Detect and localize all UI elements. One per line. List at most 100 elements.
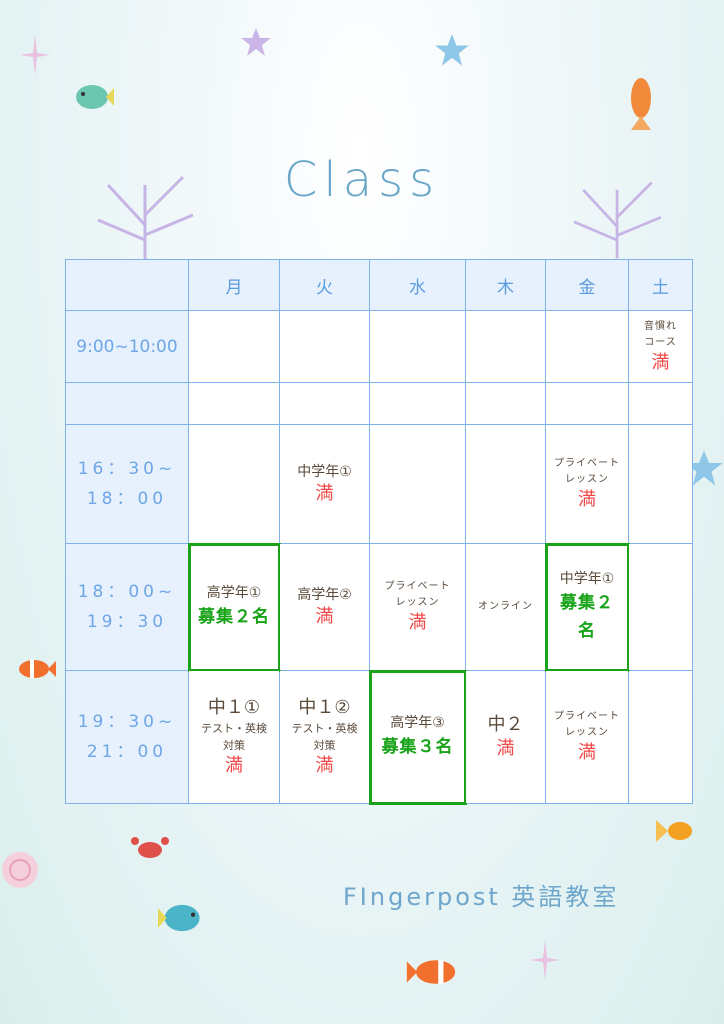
starfish-icon (685, 450, 723, 486)
class-cell: プライベート レッスン満 (545, 424, 629, 544)
class-cell: 中学年① 満 (279, 424, 370, 544)
empty-cell (369, 382, 466, 425)
starfish-icon (435, 34, 469, 66)
page-title: Class (283, 152, 441, 208)
class-cell: 中１② テスト・英検 対策満 (279, 670, 370, 804)
class-name: プライベート レッスン (384, 581, 451, 608)
class-name: 中学年① (297, 464, 352, 480)
time-slot (65, 382, 189, 425)
schedule-row (65, 382, 693, 425)
empty-cell (545, 382, 629, 425)
day-header-row: 月火水木金土 (65, 259, 693, 311)
full-badge: 満 (315, 755, 334, 776)
day-header: 木 (465, 259, 546, 311)
day-header: 金 (545, 259, 629, 311)
class-cell: プライベート レッスン満 (545, 670, 629, 804)
class-cell: 高学年③ 募集３名 (368, 669, 467, 805)
empty-cell (369, 424, 466, 544)
class-note: テスト・英検 対策 (201, 722, 267, 752)
full-badge: 満 (578, 489, 596, 510)
seashell-icon (2, 852, 38, 888)
sparkle-icon (20, 35, 50, 75)
empty-cell (465, 310, 546, 383)
sparkle-icon (530, 940, 560, 980)
time-slot-text: 19：30 (86, 612, 168, 632)
class-name: 中２ (487, 714, 524, 735)
tropical-fish-icon (76, 85, 114, 109)
clownfish-icon (19, 660, 56, 678)
class-name: プライベート レッスン (554, 711, 620, 738)
school-name: FIngerpost 英語教室 (343, 883, 620, 911)
empty-cell (369, 310, 466, 383)
day-header: 水 (369, 259, 466, 311)
time-slot: 9:00~10:00 (65, 310, 189, 383)
class-cell: 音慣れ コース満 (628, 310, 693, 383)
empty-cell (188, 424, 280, 544)
class-cell: プライベート レッスン満 (369, 543, 466, 671)
day-header: 月 (188, 259, 280, 311)
class-schedule-table: 月火水木金土 9:00~10:00 音慣れ コース満 16：30~ 18：00 中学年① 満プ… (65, 259, 693, 805)
empty-cell (545, 310, 629, 383)
goldfish-icon (656, 820, 692, 842)
starfish-icon (241, 28, 271, 56)
schedule-row: 16：30~ 18：00 中学年① 満プライベート レッスン満 (65, 424, 693, 544)
time-slot-text: 19：30~ (77, 712, 177, 732)
time-slot-text: 9:00~10:00 (76, 336, 178, 357)
corner-cell (65, 259, 189, 311)
day-header: 土 (628, 259, 693, 311)
class-name: 中１① (207, 697, 261, 718)
class-cell: 高学年① 募集２名 (187, 542, 281, 672)
coral-icon (573, 181, 662, 259)
class-name: オンライン (478, 601, 533, 612)
class-cell: 中１① テスト・英検 対策満 (188, 670, 280, 804)
full-badge: 満 (315, 606, 334, 627)
class-cell: 高学年② 満 (279, 543, 370, 671)
empty-cell (628, 543, 693, 671)
class-cell: 中２ 満 (465, 670, 546, 804)
full-badge: 満 (408, 612, 427, 633)
empty-cell (628, 382, 693, 425)
empty-cell (279, 382, 370, 425)
time-slot-text: 18：00~ (77, 582, 177, 602)
crab-icon (131, 837, 169, 858)
class-name: 高学年① (206, 585, 262, 601)
class-cell: 中学年① 募集２ 名 (544, 542, 630, 672)
time-slot: 18：00~ 19：30 (65, 543, 189, 671)
tropical-fish-icon (158, 904, 200, 932)
schedule-row: 18：00~ 19：30 高学年① 募集２名 高学年② 満プライベート レッスン満オンライン… (65, 542, 693, 672)
full-badge: 満 (225, 755, 243, 776)
empty-cell (188, 310, 280, 383)
day-header: 火 (279, 259, 370, 311)
class-name: 中学年① (559, 571, 615, 587)
time-slot: 19：30~ 21：00 (65, 670, 189, 804)
empty-cell (628, 424, 693, 544)
empty-cell (188, 382, 280, 425)
full-badge: 満 (651, 351, 670, 373)
time-slot: 16：30~ 18：00 (65, 424, 189, 544)
empty-cell (628, 670, 693, 804)
time-slot-text: 16：30~ (77, 459, 177, 479)
empty-cell (465, 424, 546, 544)
openings-badge: 募集３名 (381, 737, 454, 757)
class-name: プライベート レッスン (554, 458, 620, 485)
full-badge: 満 (315, 483, 334, 504)
schedule-row: 19：30~ 21：00 中１① テスト・英検 対策満 中１② テスト・英検 対策満 高学年③ 募… (65, 669, 693, 805)
time-slot-text: 18：00 (86, 489, 168, 509)
class-note: テスト・英検 対策 (291, 722, 358, 752)
class-name: 高学年③ (390, 715, 445, 731)
class-name: 中１② (298, 697, 351, 718)
full-badge: 満 (496, 738, 515, 759)
goldfish-icon (631, 78, 651, 130)
empty-cell (465, 382, 546, 425)
openings-badge: 募集２名 (198, 607, 270, 627)
coral-icon (97, 175, 194, 260)
schedule-row: 9:00~10:00 音慣れ コース満 (65, 310, 693, 383)
empty-cell (279, 310, 370, 383)
full-badge: 満 (578, 742, 596, 763)
class-name: 高学年② (297, 587, 352, 603)
time-slot-text: 21：00 (86, 742, 168, 762)
class-name: 音慣れ コース (644, 320, 677, 348)
class-cell: オンライン (465, 543, 546, 671)
clownfish-icon (406, 960, 456, 984)
